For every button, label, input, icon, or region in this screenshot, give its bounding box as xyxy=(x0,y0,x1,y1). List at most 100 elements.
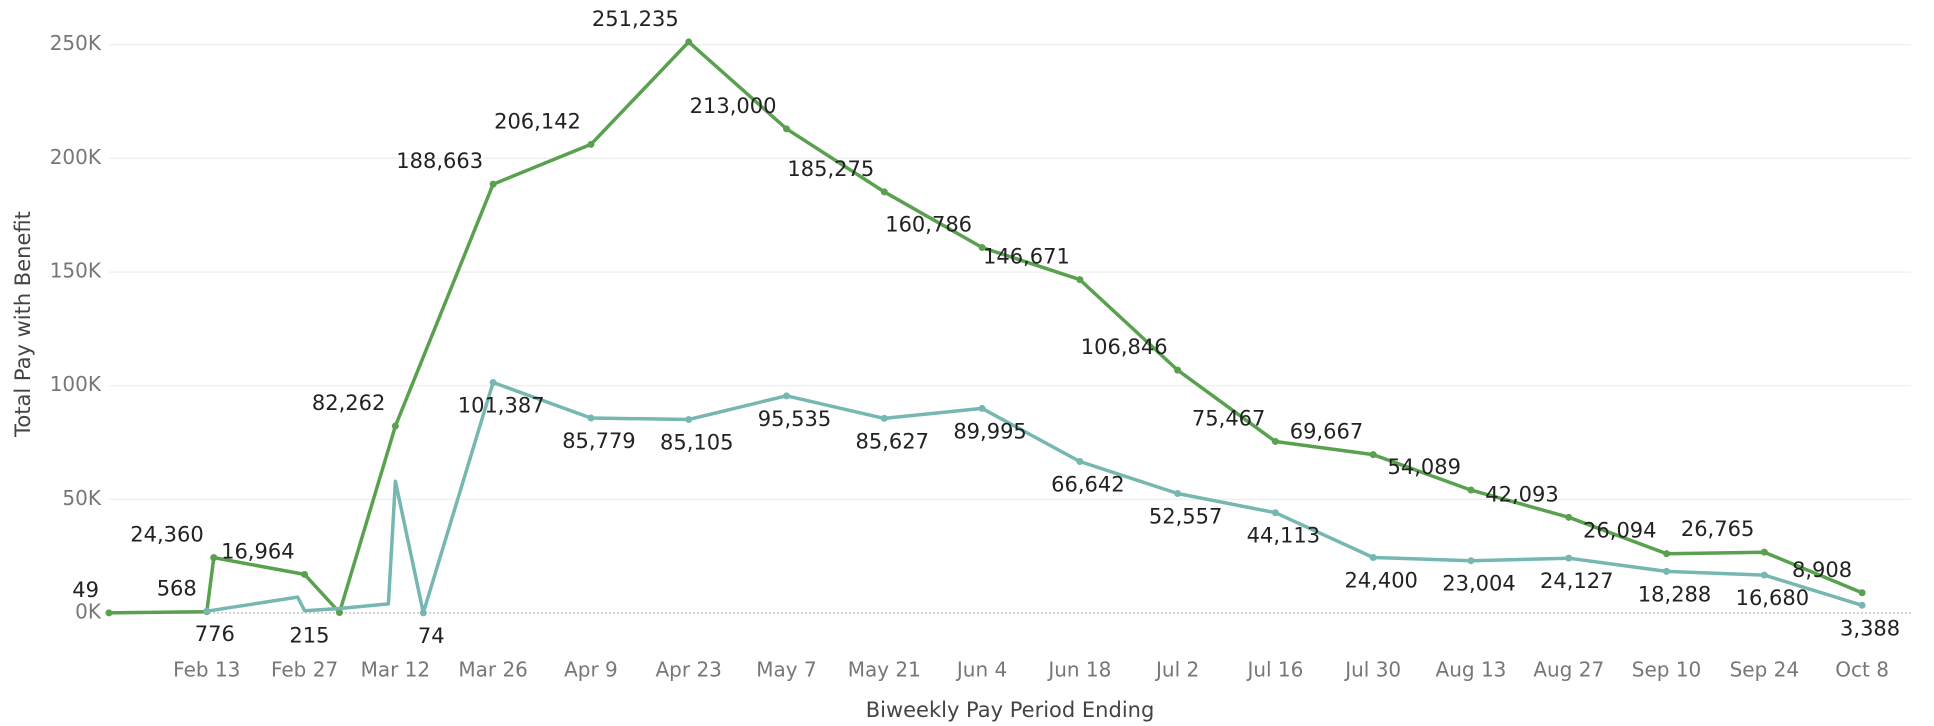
x-tick-label: Jun 4 xyxy=(955,658,1007,682)
x-tick-label: Aug 13 xyxy=(1436,658,1507,682)
data-point xyxy=(1271,509,1279,517)
data-point xyxy=(1467,486,1475,494)
data-label: 82,262 xyxy=(312,391,385,415)
data-point xyxy=(1858,589,1866,597)
x-tick-label: Apr 9 xyxy=(564,658,618,682)
data-label: 16,964 xyxy=(221,539,294,563)
data-point xyxy=(1760,548,1768,556)
x-tick-label: May 7 xyxy=(756,658,816,682)
data-label: 75,467 xyxy=(1192,406,1265,430)
data-point xyxy=(489,180,497,188)
data-point xyxy=(489,379,497,387)
data-point xyxy=(685,38,693,46)
data-label: 24,360 xyxy=(130,523,203,547)
data-label: 206,142 xyxy=(494,109,581,133)
data-label: 42,093 xyxy=(1485,482,1558,506)
series-line xyxy=(206,380,1863,615)
data-point xyxy=(978,244,986,252)
data-point xyxy=(301,570,309,578)
data-label: 44,113 xyxy=(1247,524,1320,548)
data-point xyxy=(587,140,595,148)
data-label: 8,908 xyxy=(1792,558,1852,582)
data-point xyxy=(1565,554,1573,562)
data-point xyxy=(1467,557,1475,565)
y-tick-label: 0K xyxy=(75,600,102,624)
data-label: 74 xyxy=(418,624,445,648)
data-label: 85,627 xyxy=(856,429,929,453)
x-tick-label: Jul 16 xyxy=(1245,658,1303,682)
data-point xyxy=(1663,567,1671,575)
x-axis-title: Biweekly Pay Period Ending xyxy=(866,698,1155,722)
data-point xyxy=(782,125,790,133)
data-label: 54,089 xyxy=(1387,455,1460,479)
x-tick-label: Sep 10 xyxy=(1632,658,1702,682)
data-label: 185,275 xyxy=(787,157,874,181)
data-label: 3,388 xyxy=(1840,616,1900,640)
data-label: 24,127 xyxy=(1540,569,1613,593)
data-label: 24,400 xyxy=(1344,569,1417,593)
data-point xyxy=(335,609,343,617)
data-label: 89,995 xyxy=(953,419,1026,443)
data-point xyxy=(1663,550,1671,558)
x-tick-label: Feb 27 xyxy=(271,658,338,682)
data-label: 95,535 xyxy=(758,407,831,431)
data-label: 52,557 xyxy=(1149,505,1222,529)
data-point xyxy=(880,188,888,196)
y-tick-label: 250K xyxy=(50,31,102,55)
data-label: 16,680 xyxy=(1736,586,1809,610)
y-axis-title: Total Pay with Benefit xyxy=(11,211,35,438)
data-label: 18,288 xyxy=(1638,582,1711,606)
x-tick-label: Jul 2 xyxy=(1154,658,1199,682)
data-point xyxy=(1858,601,1866,609)
data-label: 101,387 xyxy=(458,394,545,418)
y-tick-label: 50K xyxy=(62,486,101,510)
data-label: 106,846 xyxy=(1081,335,1168,359)
data-point xyxy=(782,392,790,400)
data-point xyxy=(1076,276,1084,284)
data-point xyxy=(1271,437,1279,445)
data-label: 26,094 xyxy=(1583,519,1656,543)
data-point xyxy=(203,607,211,615)
data-point xyxy=(105,609,113,617)
data-point xyxy=(978,404,986,412)
data-point xyxy=(1565,513,1573,521)
x-tick-label: Mar 26 xyxy=(458,658,528,682)
data-label: 85,105 xyxy=(660,431,733,455)
x-tick-label: Feb 13 xyxy=(173,658,240,682)
x-tick-label: Aug 27 xyxy=(1533,658,1604,682)
data-point xyxy=(1369,554,1377,562)
data-label: 251,235 xyxy=(592,7,679,31)
data-point xyxy=(1760,571,1768,579)
x-tick-label: Apr 23 xyxy=(656,658,722,682)
data-point xyxy=(587,414,595,422)
y-tick-label: 150K xyxy=(50,259,102,283)
data-point xyxy=(1174,366,1182,374)
x-tick-label: Jul 30 xyxy=(1343,658,1401,682)
data-label: 49 xyxy=(72,578,99,602)
x-tick-label: Sep 24 xyxy=(1730,658,1800,682)
data-label: 69,667 xyxy=(1290,420,1363,444)
data-label: 160,786 xyxy=(885,213,972,237)
data-label: 85,779 xyxy=(562,429,635,453)
x-tick-label: Jun 18 xyxy=(1046,658,1111,682)
data-point xyxy=(1174,490,1182,498)
data-label: 215 xyxy=(289,624,329,648)
data-label: 568 xyxy=(157,577,197,601)
data-label: 776 xyxy=(195,622,235,646)
data-point xyxy=(391,422,399,430)
data-label: 26,765 xyxy=(1681,517,1754,541)
data-label: 188,663 xyxy=(396,149,483,173)
data-point xyxy=(1076,458,1084,466)
y-tick-label: 200K xyxy=(50,145,102,169)
y-tick-label: 100K xyxy=(50,372,102,396)
data-point xyxy=(685,416,693,424)
x-tick-label: Mar 12 xyxy=(361,658,431,682)
data-label: 213,000 xyxy=(690,94,777,118)
data-label: 66,642 xyxy=(1051,473,1124,497)
data-point xyxy=(880,414,888,422)
data-label: 23,004 xyxy=(1442,572,1515,596)
data-point xyxy=(1369,451,1377,459)
x-tick-label: May 21 xyxy=(848,658,921,682)
x-tick-label: Oct 8 xyxy=(1835,658,1889,682)
